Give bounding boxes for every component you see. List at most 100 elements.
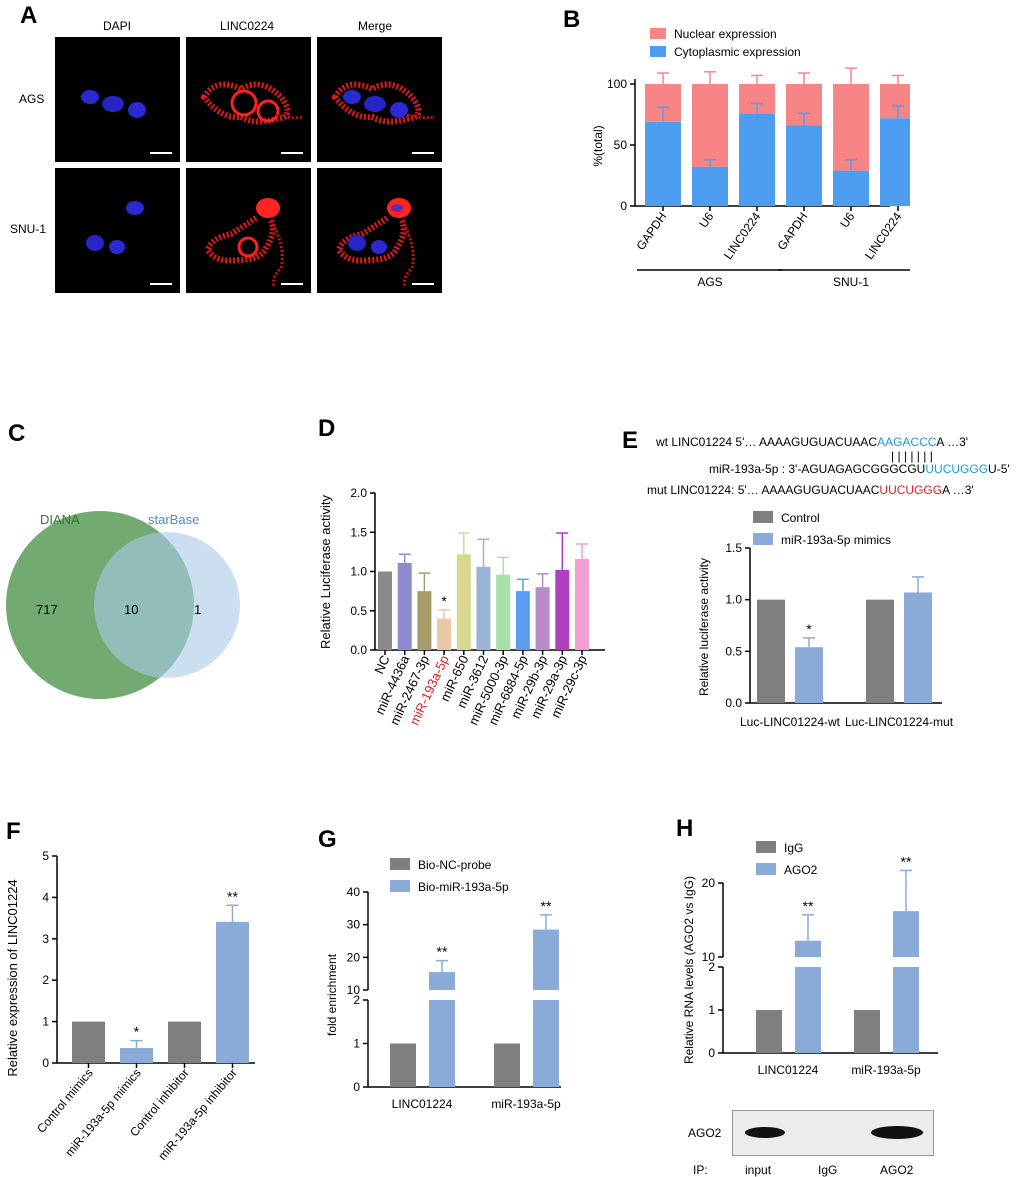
y-axis-label: fold enrichment [325,953,339,1036]
x-tick-label: Luc-LINC01224-wt [740,715,841,729]
y-tick-label: 40 [347,885,361,899]
chart-b: Nuclear expression Cytoplasmic expressio… [591,27,910,289]
bar [904,592,932,703]
y-tick-label: 0 [42,1056,49,1070]
y-tick-label: 0.5 [350,604,367,618]
legend-swatch-nuclear [650,28,666,39]
y-tick-label: 1.5 [725,541,742,555]
y-axis-label: Relative Luciferase activity [318,495,333,649]
bar-lower-segment [533,1000,559,1087]
bar [72,1021,105,1063]
group-label: AGS [697,275,722,289]
y-tick-label: 2 [708,960,715,974]
panel-letter-g: G [318,826,337,853]
chart-e: Control miR-193a-5p mimics 0.0 0.5 1.0 1.5 R… [697,511,954,729]
blot-band-input [745,1127,785,1138]
seq-row-mut: mut LINC01224: 5'… AAAAGUGUACUAACUUCUGGG… [647,484,974,497]
legend-swatch-igg [756,841,776,853]
seq-pairing: | | | | | | | [891,449,933,463]
y-tick-label: 1.0 [725,593,742,607]
panel-letter-d: D [318,415,336,442]
x-tick-label: LINC01224 [758,1063,819,1077]
seq-label: mut LINC01224: [647,483,735,497]
bar [795,647,823,703]
panel-letter-b: B [563,6,581,33]
panel-letter-f: F [6,818,21,845]
x-tick-label: LINC01224 [392,1097,453,1111]
y-tick-label: 50 [614,138,628,152]
blot-lane-ago2: AGO2 [880,1163,914,1177]
x-tick-label: NC [371,653,393,676]
bar-cytoplasmic [692,166,728,206]
panel-letter-h: H [676,815,694,842]
micrograph-snu1-dapi [55,168,180,293]
seq-highlight: UUCUGGG [879,483,943,497]
bar-cytoplasmic [833,170,869,206]
micrograph-ags-linc [186,37,311,162]
legend-label-cytoplasmic: Cytoplasmic expression [674,45,801,59]
y-tick-label: 20 [702,876,716,890]
bar-cytoplasmic [645,121,681,206]
significance-star: * [134,1024,140,1040]
seq-suffix: U-5' [988,462,1010,476]
bar [555,569,570,650]
bar [429,972,455,990]
bar-nuclear [833,84,869,171]
y-tick-label: 20 [347,950,361,964]
bar-nuclear [880,84,910,119]
bar [756,1010,782,1053]
blot-ip-label: IP: [693,1163,708,1177]
y-tick-label: 1 [353,1037,360,1051]
bar [378,571,392,650]
panel-letter-a: A [20,2,38,29]
legend-label-nuclear: Nuclear expression [674,27,777,41]
bar [795,940,821,957]
y-tick-label: 100 [607,77,627,91]
blot-band-ago2 [871,1126,923,1139]
significance-star: ** [803,898,814,914]
x-tick-label: miR-193a-5p [491,1097,561,1111]
micrograph-ags-merge [317,37,442,162]
legend-label-bio-nc: Bio-NC-probe [418,858,492,872]
bar [417,591,432,650]
x-tick-label: LINC0224 [862,209,905,262]
venn-count-diana: 717 [36,602,58,617]
bar [456,554,471,650]
bar [496,574,511,650]
seq-prefix: 5'… AAAAGUGUACUAAC [735,435,878,449]
micrograph-snu1-linc [186,168,311,293]
bar [168,1021,201,1063]
y-tick-label: 0.5 [725,644,742,658]
bar [120,1048,153,1063]
bar-lower-segment [429,1000,455,1087]
y-axis-label: %(total) [591,125,605,166]
legend-swatch-ago2 [756,863,776,875]
seq-suffix: A …3' [936,435,969,449]
bar [515,591,530,650]
x-tick-label: GAPDH [634,210,670,253]
y-axis-label: Relative expression of LINC01224 [5,879,20,1076]
legend-swatch-bio-mir [390,880,410,892]
y-tick-label: 30 [347,918,361,932]
y-tick-label: 0 [620,199,627,213]
legend-label-igg: IgG [784,841,803,855]
venn-count-starbase: 1 [194,602,201,617]
legend-label-mimics: miR-193a-5p mimics [781,533,891,547]
bar [854,1010,880,1053]
x-tick-label: U6 [837,209,857,230]
legend-swatch-mimics [753,533,773,545]
bar-cytoplasmic [739,113,775,206]
col-label-dapi: DAPI [103,19,132,33]
bar [476,566,491,650]
seq-prefix: 3'-AGUAGAGCGGGCGU [788,462,926,476]
venn-circle-starbase [94,532,240,678]
y-tick-label: 10 [347,983,361,997]
y-tick-label: 1.0 [350,565,367,579]
panel-letter-c: C [8,420,26,447]
seq-label: miR-193a-5p : [709,462,786,476]
legend-label-control: Control [781,511,820,525]
significance-star: ** [541,898,552,914]
bar-cytoplasmic [786,125,822,206]
bar [390,1043,416,1087]
bar [575,558,589,650]
